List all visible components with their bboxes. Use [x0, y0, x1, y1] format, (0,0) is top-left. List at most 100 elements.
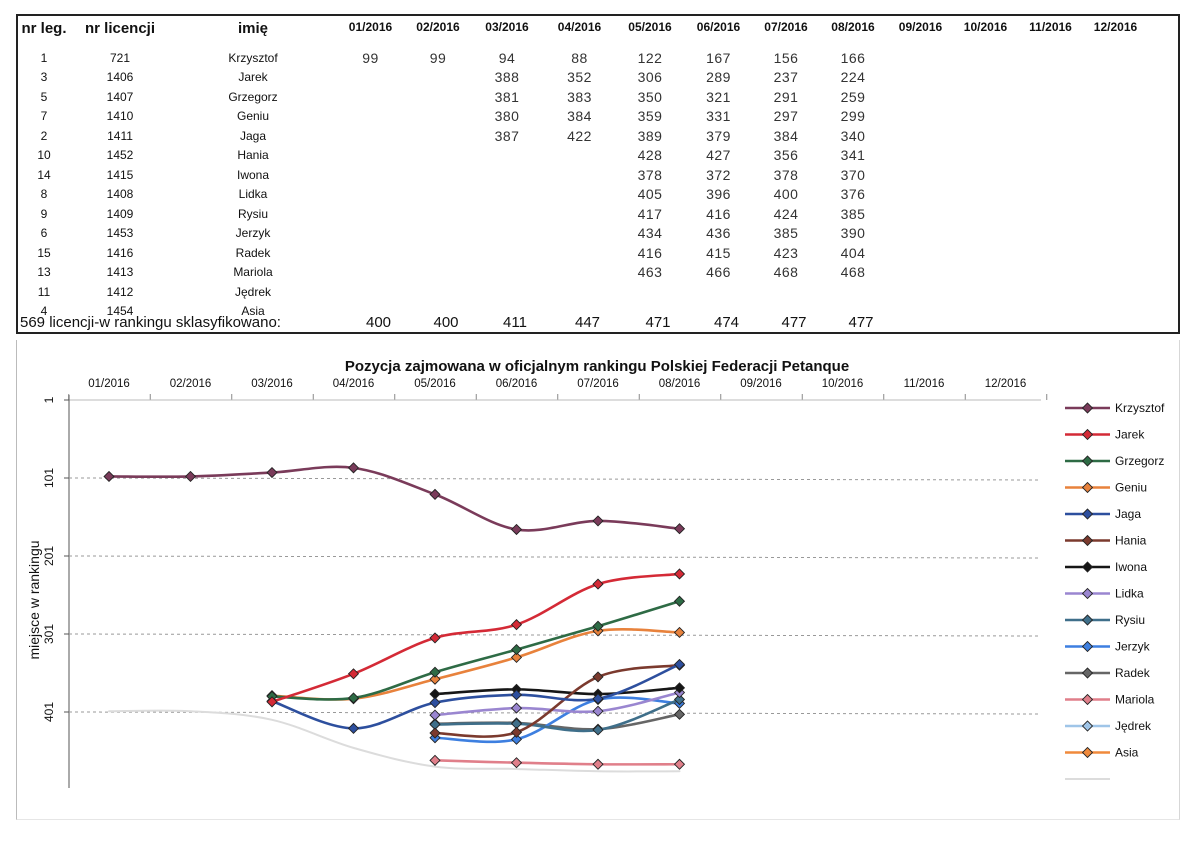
legend-marker: [1081, 508, 1094, 520]
series-line: [107, 465, 681, 532]
cell-ranking-value: 422: [567, 127, 592, 144]
legend-marker: [1081, 693, 1094, 706]
cell-ranking-value: [954, 146, 1017, 166]
cell-ranking-value: 167: [706, 49, 731, 66]
data-point: [510, 689, 523, 701]
cell-ranking-value: [405, 107, 471, 127]
series-line: [433, 686, 681, 696]
cell-licencja: 1452: [106, 148, 134, 163]
x-tick-label: 03/2016: [251, 378, 293, 390]
cell-ranking-value: 321: [706, 88, 731, 105]
cell-imie: Geniu: [236, 109, 270, 124]
legend-label: Radek: [1115, 666, 1151, 680]
header-month: 03/2016: [485, 20, 529, 34]
cell-ranking-value: [471, 165, 543, 185]
legend-marker: [1081, 720, 1094, 732]
cell-ranking-value: [543, 165, 616, 185]
cell-ranking-value: [336, 204, 405, 224]
cell-licencja: 1415: [106, 167, 134, 182]
cell-ranking-value: 291: [773, 88, 799, 105]
cell-ranking-value: [887, 48, 954, 68]
cell-ranking-value: 99: [429, 49, 447, 66]
y-gridline: [68, 711, 1042, 715]
cell-ranking-value: 378: [773, 166, 799, 183]
header-month: 04/2016: [557, 20, 602, 34]
cell-ranking-value: [1017, 68, 1084, 88]
x-tick-label: 10/2016: [822, 378, 864, 390]
cell-ranking-value: [471, 263, 543, 283]
cell-ranking-value: [336, 185, 405, 205]
chart-title: Pozycja zajmowana w oficjalnym rankingu …: [345, 358, 849, 375]
footer-total: 400: [433, 314, 459, 331]
cell-licencja: 1409: [106, 206, 134, 221]
x-tick-label: 11/2016: [904, 378, 945, 390]
x-tick-label: 02/2016: [170, 378, 212, 390]
header-month: 05/2016: [628, 20, 672, 34]
cell-ranking-value: [336, 224, 405, 244]
cell-ranking-value: 466: [706, 264, 731, 281]
table-row: 9 1409 Rysiu 417 416 424 385: [18, 204, 1147, 224]
table-header-row: nr leg. nr licencji imię 01/2016 02/2016 0…: [18, 16, 1147, 48]
cell-ranking-value: 428: [637, 147, 663, 164]
data-point: [510, 757, 523, 769]
cell-ranking-value: 387: [494, 127, 520, 144]
data-point: [103, 470, 115, 483]
cell-ranking-value: [336, 68, 405, 88]
cell-imie: Iwona: [236, 167, 270, 182]
table-row: 7 1410 Geniu 380 384 359 331 297 299: [18, 107, 1147, 127]
cell-ranking-value: [405, 263, 471, 283]
cell-ranking-value: [1017, 263, 1084, 283]
cell-nr-leg: 15: [37, 245, 51, 260]
footer-total: 447: [574, 314, 601, 331]
cell-ranking-value: 389: [637, 127, 663, 144]
legend-label: Mariola: [1115, 693, 1155, 707]
cell-nr-leg: 3: [40, 70, 48, 85]
cell-ranking-value: [1017, 87, 1084, 107]
legend-marker: [1081, 587, 1094, 600]
x-tick-label: 12/2016: [985, 378, 1027, 390]
ranking-table: nr leg. nr licencji imię 01/2016 02/2016 0…: [18, 16, 1147, 321]
data-point: [429, 697, 441, 709]
cell-ranking-value: [405, 126, 471, 146]
cell-ranking-value: [336, 87, 405, 107]
cell-ranking-value: [1017, 107, 1084, 127]
legend-marker: [1081, 746, 1094, 759]
footer-total: 474: [713, 314, 740, 331]
cell-ranking-value: 400: [773, 186, 799, 203]
cell-ranking-value: [1084, 282, 1147, 302]
cell-ranking-value: [954, 48, 1017, 68]
cell-ranking-value: [1084, 68, 1147, 88]
series-line: [433, 691, 681, 717]
cell-nr-leg: 4: [40, 304, 48, 319]
footer-label: 569 licencji-w rankingu sklasyfikowano:: [20, 314, 281, 331]
cell-ranking-value: [1017, 165, 1084, 185]
cell-ranking-value: 99: [362, 49, 379, 66]
cell-ranking-value: 166: [840, 49, 866, 66]
series-line: [270, 663, 681, 730]
table-row: 2 1411 Jaga 387 422 389 379 384 340: [18, 126, 1147, 146]
header-month: 06/2016: [696, 20, 741, 34]
data-point: [429, 488, 441, 500]
cell-imie: Mariola: [233, 265, 273, 280]
cell-ranking-value: [405, 204, 471, 224]
legend-label: Krzysztof: [1115, 401, 1165, 415]
data-point: [347, 462, 360, 474]
cell-ranking-value: 415: [706, 244, 731, 261]
y-gridline: [68, 555, 1042, 559]
cell-ranking-value: [1084, 243, 1147, 263]
cell-imie: Asia: [241, 304, 265, 319]
cell-nr-leg: 7: [40, 109, 48, 124]
data-point: [429, 754, 441, 766]
header-month: 02/2016: [416, 20, 460, 34]
y-tick-label: 401: [42, 702, 56, 722]
cell-ranking-value: 385: [773, 225, 799, 242]
cell-ranking-value: [336, 243, 405, 263]
cell-nr-leg: 10: [37, 148, 51, 163]
cell-ranking-value: 404: [840, 244, 866, 261]
legend-marker: [1081, 534, 1094, 547]
cell-ranking-value: [543, 282, 616, 302]
cell-ranking-value: [954, 126, 1017, 146]
cell-ranking-value: [471, 224, 543, 244]
series-line: [270, 572, 681, 704]
legend-label: Jerzyk: [1115, 640, 1151, 654]
